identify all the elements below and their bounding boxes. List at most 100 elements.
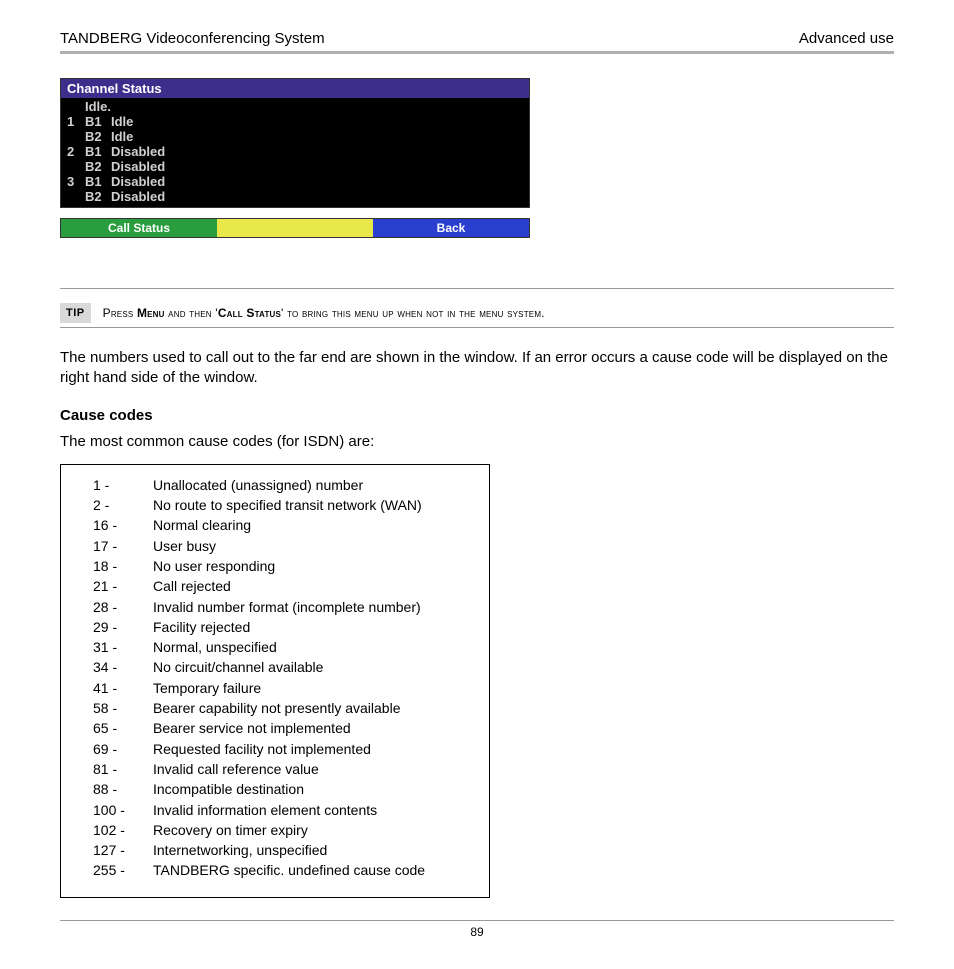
call-status-button[interactable]: Call Status: [61, 219, 217, 237]
cause-code-number: 1 -: [75, 475, 153, 495]
cause-code-row: 69 -Requested facility not implemented: [75, 739, 475, 759]
cause-code-desc: Normal clearing: [153, 515, 475, 535]
cause-code-row: 31 -Normal, unspecified: [75, 637, 475, 657]
cause-codes-heading: Cause codes: [60, 407, 894, 424]
channel-status-table: Idle. 1B1IdleB2Idle2B1DisabledB2Disabled…: [61, 98, 529, 205]
cause-code-row: 88 -Incompatible destination: [75, 779, 475, 799]
cause-code-number: 81 -: [75, 759, 153, 779]
channel-row: B2Idle: [67, 129, 523, 144]
channel-status-screenshot: Channel Status Idle. 1B1IdleB2Idle2B1Dis…: [60, 78, 528, 248]
cause-code-desc: Call rejected: [153, 576, 475, 596]
channel-num: 3: [67, 174, 85, 189]
header-left: TANDBERG Videoconferencing System: [60, 30, 325, 47]
channel-b: B2: [85, 129, 111, 144]
cause-codes-box: 1 -Unallocated (unassigned) number2 -No …: [60, 464, 490, 898]
cause-code-desc: Bearer capability not presently availabl…: [153, 698, 475, 718]
header-rule: [60, 51, 894, 54]
cause-code-row: 29 -Facility rejected: [75, 617, 475, 637]
channel-row: B2Disabled: [67, 189, 523, 204]
header-right: Advanced use: [799, 30, 894, 47]
back-button[interactable]: Back: [373, 219, 529, 237]
cause-code-desc: Temporary failure: [153, 678, 475, 698]
section-rule-bottom: [60, 327, 894, 328]
cause-code-desc: Internetworking, unspecified: [153, 840, 475, 860]
cause-codes-intro: The most common cause codes (for ISDN) a…: [60, 432, 894, 452]
cause-code-number: 127 -: [75, 840, 153, 860]
channel-num: [67, 189, 85, 204]
cause-code-number: 2 -: [75, 495, 153, 515]
cause-code-row: 2 -No route to specified transit network…: [75, 495, 475, 515]
channel-row: 3B1Disabled: [67, 174, 523, 189]
cause-code-desc: User busy: [153, 536, 475, 556]
cause-code-row: 127 -Internetworking, unspecified: [75, 840, 475, 860]
cause-code-desc: Invalid information element contents: [153, 800, 475, 820]
cause-code-number: 34 -: [75, 657, 153, 677]
cause-code-row: 34 -No circuit/channel available: [75, 657, 475, 677]
cause-code-desc: No circuit/channel available: [153, 657, 475, 677]
channel-num: 1: [67, 114, 85, 129]
cause-code-row: 16 -Normal clearing: [75, 515, 475, 535]
cause-code-number: 18 -: [75, 556, 153, 576]
cause-code-desc: Bearer service not implemented: [153, 718, 475, 738]
cause-code-desc: Unallocated (unassigned) number: [153, 475, 475, 495]
cause-code-number: 16 -: [75, 515, 153, 535]
channel-num: [67, 129, 85, 144]
cause-code-row: 41 -Temporary failure: [75, 678, 475, 698]
tip-badge: TIP: [60, 303, 91, 323]
channel-row: B2Disabled: [67, 159, 523, 174]
channel-row: 2B1Disabled: [67, 144, 523, 159]
cause-code-desc: Invalid number format (incomplete number…: [153, 597, 475, 617]
cause-code-desc: TANDBERG specific. undefined cause code: [153, 860, 475, 880]
cause-code-row: 100 -Invalid information element content…: [75, 800, 475, 820]
cause-code-number: 17 -: [75, 536, 153, 556]
cause-code-number: 28 -: [75, 597, 153, 617]
channel-status-title: Channel Status: [61, 79, 529, 98]
page-number: 89: [60, 920, 894, 939]
channel-num: 2: [67, 144, 85, 159]
channel-b: B2: [85, 189, 111, 204]
cause-code-row: 65 -Bearer service not implemented: [75, 718, 475, 738]
cause-code-row: 28 -Invalid number format (incomplete nu…: [75, 597, 475, 617]
cause-code-number: 100 -: [75, 800, 153, 820]
cause-code-number: 255 -: [75, 860, 153, 880]
cause-code-row: 102 -Recovery on timer expiry: [75, 820, 475, 840]
cause-code-number: 102 -: [75, 820, 153, 840]
cause-code-row: 18 -No user responding: [75, 556, 475, 576]
channel-state: Idle: [111, 129, 133, 144]
channel-state: Disabled: [111, 159, 165, 174]
channel-state: Disabled: [111, 189, 165, 204]
channel-b: B2: [85, 159, 111, 174]
cause-code-row: 17 -User busy: [75, 536, 475, 556]
cause-code-row: 255 -TANDBERG specific. undefined cause …: [75, 860, 475, 880]
page-header: TANDBERG Videoconferencing System Advanc…: [60, 30, 894, 51]
intro-paragraph: The numbers used to call out to the far …: [60, 348, 894, 389]
channel-b: B1: [85, 114, 111, 129]
channel-row: 1B1Idle: [67, 114, 523, 129]
channel-status-panel: Channel Status Idle. 1B1IdleB2Idle2B1Dis…: [60, 78, 530, 208]
channel-state: Idle: [111, 114, 133, 129]
tip-row: TIP Press Menu and then 'Call Status' to…: [60, 303, 894, 323]
yellow-button[interactable]: [217, 219, 373, 237]
channel-b: B1: [85, 144, 111, 159]
cause-code-desc: Invalid call reference value: [153, 759, 475, 779]
cause-code-desc: Facility rejected: [153, 617, 475, 637]
channel-num: [67, 159, 85, 174]
section-rule-top: [60, 288, 894, 289]
tip-text: Press Menu and then 'Call Status' to bri…: [103, 306, 545, 320]
cause-code-number: 88 -: [75, 779, 153, 799]
cause-code-row: 21 -Call rejected: [75, 576, 475, 596]
cause-code-desc: No route to specified transit network (W…: [153, 495, 475, 515]
cause-code-number: 65 -: [75, 718, 153, 738]
cause-code-row: 1 -Unallocated (unassigned) number: [75, 475, 475, 495]
cause-code-number: 21 -: [75, 576, 153, 596]
bottom-button-bar: Call Status Back: [60, 218, 530, 238]
cause-code-row: 58 -Bearer capability not presently avai…: [75, 698, 475, 718]
cause-code-number: 58 -: [75, 698, 153, 718]
cause-code-desc: No user responding: [153, 556, 475, 576]
cause-code-number: 41 -: [75, 678, 153, 698]
cause-code-desc: Recovery on timer expiry: [153, 820, 475, 840]
cause-code-desc: Normal, unspecified: [153, 637, 475, 657]
channel-state: Disabled: [111, 174, 165, 189]
cause-code-desc: Incompatible destination: [153, 779, 475, 799]
cause-code-number: 29 -: [75, 617, 153, 637]
